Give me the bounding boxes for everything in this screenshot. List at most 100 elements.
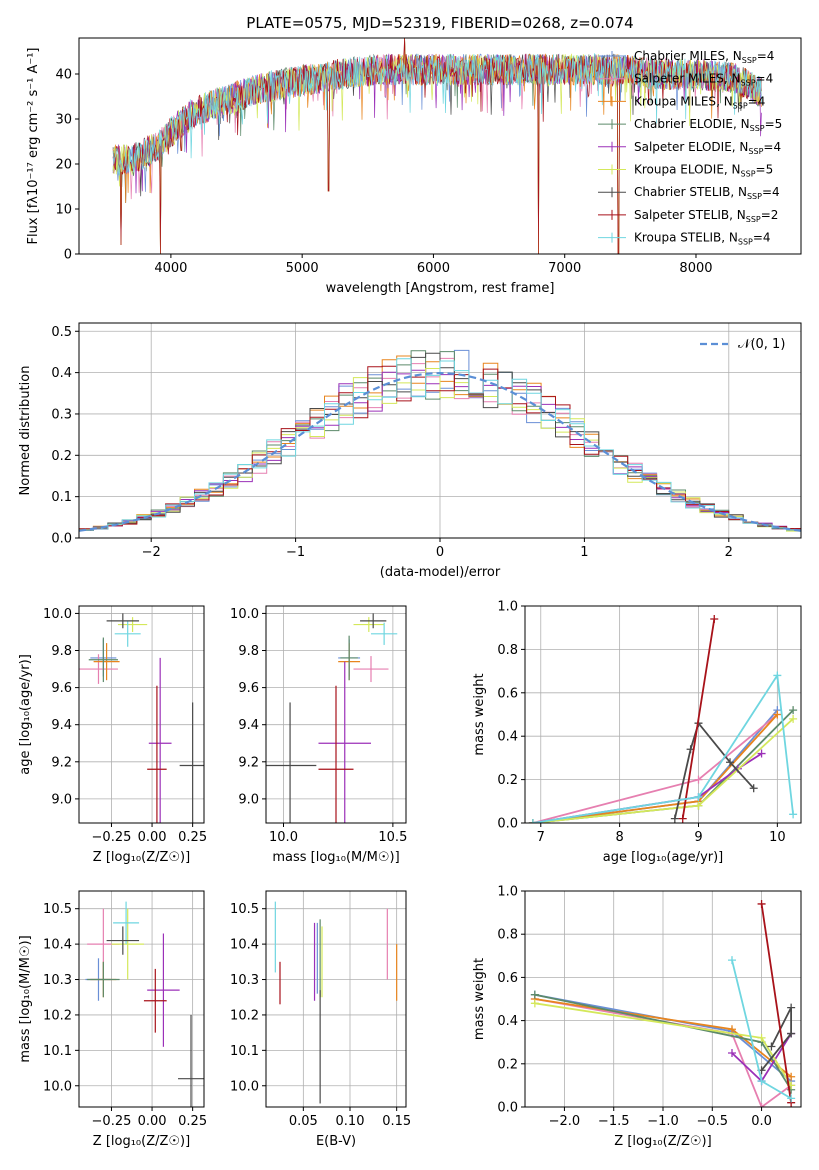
legend-model-name: Kroupa STELIB: [634, 231, 721, 245]
weight_vs_Z-marker: [728, 1049, 736, 1057]
mass_vs_Z-ytick-label: 10.2: [43, 1008, 72, 1023]
figure-title: PLATE=0575, MJD=52319, FIBERID=0268, z=0…: [246, 14, 633, 32]
spectrum-plot-area: [112, 38, 762, 254]
age_vs_Z-point: [79, 654, 118, 684]
weight_vs_Z-ytick-label: 0.2: [497, 1057, 518, 1072]
age_vs_Z-point: [88, 637, 118, 683]
weight_vs_Z-marker: [530, 999, 539, 1008]
residuals-xtick-label: −2: [142, 545, 161, 560]
weight_vs_age-marker: [789, 714, 798, 723]
weight_vs_age-marks: [528, 615, 798, 823]
spectrum-ytick-label: 10: [55, 203, 72, 218]
mass_vs_Z-ytick-label: 10.4: [43, 938, 72, 953]
mass_vs_Z-grid: [79, 891, 204, 1107]
weight_vs_Z-series-6: [760, 1007, 792, 1071]
residual-hist-8: [79, 358, 801, 531]
legend-label-5: Kroupa ELODIE, NSSP=5: [634, 163, 773, 179]
weight_vs_Z-marker: [787, 1003, 796, 1012]
weight_vs_Z-marker: [757, 1103, 766, 1107]
weight_vs_age-marker: [757, 749, 766, 758]
legend-label-0: Chabrier MILES, NSSP=4: [634, 49, 774, 65]
age_vs_mass-ytick-label: 9.0: [238, 792, 259, 807]
weight_vs_Z-marker: [757, 1077, 766, 1086]
mass_vs_ebv-ytick-label: 10.2: [230, 1008, 259, 1023]
mass_vs_ebv-ytick-label: 10.5: [230, 902, 259, 917]
weight_vs_age-ytick-label: 1.0: [497, 600, 518, 615]
weight_vs_Z-marker: [757, 1033, 766, 1042]
weight_vs_age-xtick-label: 7: [537, 830, 545, 845]
mass_vs_Z-point: [87, 961, 120, 998]
age_vs_mass-xtick-label: 10.0: [269, 830, 298, 845]
age_vs_mass-point: [371, 622, 398, 645]
age_vs_mass-ytick-label: 9.2: [238, 755, 259, 770]
spectrum-ylabel: Flux [fλ10⁻¹⁷ erg cm⁻² s⁻¹ A⁻¹]: [26, 48, 41, 245]
age_vs_mass-point: [360, 613, 387, 629]
weight_vs_Z-ytick-label: 0.8: [497, 928, 518, 943]
spectrum-line-7: [112, 38, 762, 254]
age_vs_mass-panel: 10.0 10.5 9.0 9.2 9.4 9.6 9.8 10.0 mass [log₁₀(M…: [230, 605, 407, 865]
residuals-ytick-label: 0.2: [51, 449, 72, 464]
residuals-legend-label: 𝒩(0, 1): [738, 337, 785, 352]
mass_vs_ebv-ytick-label: 10.3: [230, 973, 259, 988]
legend-label-1: Salpeter MILES, NSSP=4: [634, 72, 773, 88]
mass_vs_Z-xtick-label: 0.25: [178, 1114, 207, 1129]
mass_vs_Z-ytick-label: 10.1: [43, 1044, 72, 1059]
mass_vs_Z-ytick-label: 10.5: [43, 902, 72, 917]
weight_vs_age-ytick-label: 0.2: [497, 773, 518, 788]
weight_vs_age-marker: [694, 792, 703, 801]
weight_vs_age-marker: [789, 706, 798, 715]
mass_vs_Z-point: [111, 908, 144, 980]
weight_vs_Z-marker: [767, 1042, 776, 1051]
age_vs_Z-ytick-label: 9.6: [51, 681, 72, 696]
age_vs_Z-ytick-label: 9.0: [51, 792, 72, 807]
legend-nssp-value: 5: [775, 117, 783, 131]
legend-model-name: Chabrier ELODIE: [634, 117, 733, 131]
weight_vs_age-marker: [773, 710, 782, 719]
spectrum-xtick-label: 5000: [286, 261, 319, 276]
age_vs_Z-ytick-label: 9.2: [51, 755, 72, 770]
age_vs_mass-ytick-label: 9.4: [238, 718, 259, 733]
legend-nssp-value: 4: [758, 94, 766, 108]
weight_vs_Z-xtick-label: 0.0: [751, 1114, 772, 1129]
mass_vs_Z-plot-area: [79, 891, 204, 1107]
age_vs_mass-point: [266, 702, 317, 823]
weight_vs_Z-xtick-label: −1.0: [647, 1114, 679, 1129]
age_vs_Z-point: [114, 620, 141, 647]
age_vs_mass-frame: [265, 605, 407, 824]
age_vs_mass-point: [318, 661, 371, 823]
legend-model-name: Salpeter ELODIE: [634, 140, 732, 154]
spectrum-xtick-label: 4000: [154, 261, 187, 276]
mass_vs_ebv-ytick-label: 10.0: [230, 1079, 259, 1094]
spectrum-xtick-label: 8000: [679, 261, 712, 276]
age_vs_Z-ytick-label: 10.0: [43, 607, 72, 622]
residuals-ytick-label: 0.4: [51, 366, 72, 381]
weight_vs_Z-ylabel: mass weight: [472, 958, 487, 1040]
weight_vs_age-marker: [694, 775, 703, 784]
age_vs_mass-point: [340, 635, 358, 681]
age_vs_mass-ytick-label: 9.8: [238, 644, 259, 659]
weight_vs_age-ytick-label: 0.4: [497, 730, 518, 745]
age_vs_mass-ytick-label: 9.6: [238, 681, 259, 696]
weight_vs_Z-ytick-label: 0.4: [497, 1014, 518, 1029]
age_vs_mass-point: [353, 656, 389, 683]
legend-label-6: Chabrier STELIB, NSSP=4: [634, 185, 780, 201]
weight_vs_age-plot-area: [525, 606, 801, 823]
spectrum-legend: Chabrier MILES, NSSP=4 Salpeter MILES, NS…: [598, 49, 782, 247]
legend-model-name: Kroupa ELODIE: [634, 163, 724, 177]
age_vs_Z-ylabel: age [log₁₀(age/yr)]: [18, 654, 33, 775]
mass_vs_ebv-ytick-label: 10.4: [230, 938, 259, 953]
residuals-panel: −2 −1 0 1 2 0.0 0.1 0.2 0.3 0.4 0.5 (data-model)/er…: [18, 322, 802, 580]
legend-label-2: Kroupa MILES, NSSP=4: [634, 94, 765, 110]
weight_vs_age-marker: [726, 758, 735, 767]
age_vs_Z-xtick-label: −0.25: [92, 830, 132, 845]
weight_vs_Z-marker: [728, 956, 736, 965]
mass_vs_Z-ytick-label: 10.0: [43, 1079, 72, 1094]
mass_vs_Z-ytick-label: 10.3: [43, 973, 72, 988]
mass_vs_Z-xtick-label: −0.25: [92, 1114, 132, 1129]
mass_vs_ebv-panel: 0.05 0.10 0.15 10.0 10.1 10.2 10.3 10.4 10.5 E(B-…: [230, 890, 411, 1149]
mass_vs_ebv-xtick-label: 0.10: [336, 1114, 365, 1129]
weight_vs_Z-xtick-label: −0.5: [696, 1114, 728, 1129]
weight_vs_age-marker: [773, 671, 782, 680]
weight_vs_Z-marker: [787, 1029, 796, 1038]
